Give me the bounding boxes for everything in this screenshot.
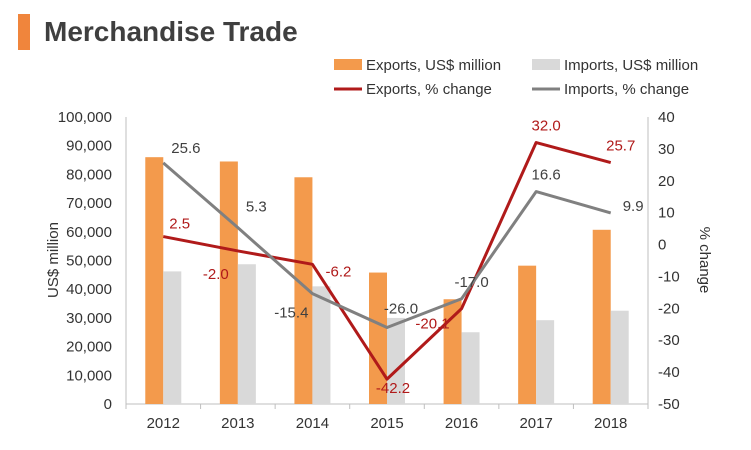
imports-bar xyxy=(237,264,256,404)
exports-change-line xyxy=(163,141,612,381)
exports-change-data-label: 2.5 xyxy=(169,216,190,233)
right-axis-tick-label: -30 xyxy=(658,332,680,349)
left-axis-tick-label: 70,000 xyxy=(66,195,112,212)
left-axis-tick-label: 40,000 xyxy=(66,281,112,298)
imports-change-data-label: 9.9 xyxy=(623,198,644,215)
legend-label: Exports, % change xyxy=(366,81,492,98)
x-axis-category-label: 2013 xyxy=(221,415,254,432)
right-axis-tick-label: 10 xyxy=(658,205,675,222)
right-axis-tick-label: -40 xyxy=(658,364,680,381)
exports-change-data-label: 25.7 xyxy=(606,138,635,155)
left-axis-tick-label: 20,000 xyxy=(66,339,112,356)
imports-change-data-label: -15.4 xyxy=(274,305,308,322)
exports-bar xyxy=(443,299,462,404)
left-axis-tick-label: 60,000 xyxy=(66,224,112,241)
imports-bar xyxy=(312,286,331,404)
right-axis-tick-label: -10 xyxy=(658,268,680,285)
left-axis-tick-label: 80,000 xyxy=(66,166,112,183)
right-axis-tick-label: 20 xyxy=(658,173,675,190)
imports-change-data-label: 5.3 xyxy=(246,199,267,216)
imports-change-data-label: -17.0 xyxy=(454,274,488,291)
legend-label: Imports, % change xyxy=(564,81,689,98)
left-axis-tick-label: 50,000 xyxy=(66,253,112,270)
right-axis-title: % change xyxy=(696,227,713,294)
exports-change-data-label: -20.1 xyxy=(415,316,449,333)
right-axis-tick-label: 0 xyxy=(658,237,666,254)
left-axis-tick-label: 100,000 xyxy=(58,109,112,126)
left-axis-tick-label: 90,000 xyxy=(66,138,112,155)
exports-bar xyxy=(145,157,164,404)
page-title: Merchandise Trade xyxy=(44,16,298,47)
right-axis-tick-label: 30 xyxy=(658,141,675,158)
left-axis-tick-label: 10,000 xyxy=(66,367,112,384)
x-axis-category-label: 2017 xyxy=(519,415,552,432)
right-axis-tick-label: -50 xyxy=(658,396,680,413)
x-axis-category-label: 2012 xyxy=(147,415,180,432)
imports-change-data-label: 16.6 xyxy=(532,167,561,184)
x-axis-category-label: 2018 xyxy=(594,415,627,432)
legend-swatch xyxy=(532,59,560,70)
right-axis-tick-label: 40 xyxy=(658,109,675,126)
imports-bar xyxy=(610,310,629,404)
imports-bar xyxy=(536,320,555,404)
imports-change-data-label: 25.6 xyxy=(171,140,200,157)
imports-bar xyxy=(163,271,182,404)
x-axis-category-label: 2015 xyxy=(370,415,403,432)
exports-change-data-label: 32.0 xyxy=(532,118,561,135)
x-axis-category-label: 2014 xyxy=(296,415,329,432)
legend-swatch xyxy=(334,59,362,70)
left-axis-tick-label: 30,000 xyxy=(66,310,112,327)
exports-change-data-label: -42.2 xyxy=(376,380,410,397)
imports-bar xyxy=(387,317,405,404)
legend-label: Exports, US$ million xyxy=(366,57,501,74)
left-axis-tick-label: 0 xyxy=(104,396,112,413)
imports-bar xyxy=(461,332,480,404)
title-accent-bar xyxy=(18,14,30,50)
exports-change-data-label: -2.0 xyxy=(203,266,229,283)
exports-bar xyxy=(294,177,313,404)
exports-change-data-label: -6.2 xyxy=(325,263,351,280)
exports-bar xyxy=(592,229,611,404)
exports-bar xyxy=(518,265,537,404)
imports-change-data-label: -26.0 xyxy=(384,300,418,317)
left-axis-title: US$ million xyxy=(45,222,62,298)
imports-change-line xyxy=(162,161,612,329)
right-axis-tick-label: -20 xyxy=(658,300,680,317)
x-axis-category-label: 2016 xyxy=(445,415,478,432)
legend-label: Imports, US$ million xyxy=(564,57,698,74)
